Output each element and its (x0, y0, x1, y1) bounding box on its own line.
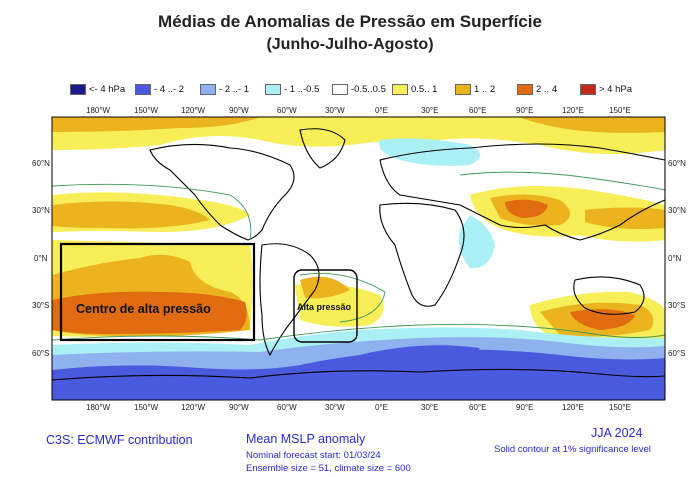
lon-label: 120°W (181, 403, 206, 412)
antarctica-coast (52, 368, 665, 381)
lon-label: 180°W (86, 106, 111, 115)
lon-label: 30°E (421, 106, 439, 115)
lon-label: 120°E (562, 106, 584, 115)
lon-label: 0°E (375, 106, 388, 115)
lat-label: 60°N (668, 159, 686, 168)
lon-label: 150°E (609, 106, 631, 115)
product-name: Mean MSLP anomaly (246, 432, 366, 446)
lon-label: 30°W (325, 403, 345, 412)
contour-line (52, 183, 252, 241)
lat-label: 30°S (668, 301, 686, 310)
lon-label: 180°W (86, 403, 111, 412)
greenland-coast (299, 128, 346, 169)
legend-item: > 4 hPa (580, 82, 632, 96)
contribution-text: C3S: ECMWF contribution (46, 433, 193, 447)
lon-label: 60°E (469, 403, 487, 412)
anomaly-region (520, 117, 665, 133)
lon-label: 150°E (609, 403, 631, 412)
map-subtitle: (Junho-Julho-Agosto) (266, 36, 434, 53)
legend-label: <- 4 hPa (89, 83, 126, 95)
forecast-start: Nominal forecast start: 01/03/24 (246, 450, 381, 461)
legend-label: - 1 ..-0.5 (284, 83, 320, 95)
lon-label: 90°E (516, 403, 534, 412)
legend-label: > 4 hPa (599, 83, 633, 95)
anomaly-region (52, 291, 247, 334)
legend-swatch (392, 83, 408, 95)
significance-contours (52, 171, 665, 341)
south-america-coast (259, 243, 320, 357)
legend-label: 2 .. 4 (536, 83, 558, 95)
map-title: Médias de Anomalias de Pressão em Superf… (158, 12, 542, 31)
anomaly-region (379, 138, 480, 166)
lon-label: 0°E (375, 403, 388, 412)
lon-label: 60°W (277, 106, 297, 115)
australia-coast (573, 276, 645, 315)
legend-label: - 2 ..- 1 (219, 83, 250, 95)
anomaly-region (52, 201, 210, 229)
legend-item: - 2 ..- 1 (200, 82, 249, 96)
lon-label: 90°E (516, 106, 534, 115)
lat-label: 30°S (32, 301, 50, 310)
legend-item: -0.5..0.5 (332, 82, 386, 96)
legend-swatch (332, 83, 348, 95)
anomaly-region (505, 199, 548, 218)
coastlines (52, 128, 665, 381)
legend-item: - 4 ..- 2 (135, 82, 184, 96)
map-frame (51, 116, 666, 401)
lat-label: 0°N (34, 254, 48, 263)
legend-item: 2 .. 4 (517, 82, 557, 96)
lat-label: 0°N (668, 254, 682, 263)
north-america-coast (149, 143, 295, 241)
legend-swatch (200, 83, 216, 95)
lat-label: 30°N (32, 206, 50, 215)
legend-swatch (455, 83, 471, 95)
significance-note: Solid contour at 1% significance level (494, 444, 651, 455)
africa-coast (379, 202, 465, 307)
anomaly-region (458, 215, 495, 269)
atlantic-high-label: Alta pressão (297, 302, 352, 312)
lon-label: 150°W (134, 403, 159, 412)
atlantic-high-box (293, 269, 358, 343)
lat-label: 60°N (32, 159, 50, 168)
lon-label: 90°W (229, 403, 249, 412)
lon-label: 90°W (229, 106, 249, 115)
lon-label: 120°W (181, 106, 206, 115)
lon-label: 150°W (134, 106, 159, 115)
season-label: JJA 2024 (591, 426, 643, 440)
legend-item: 0.5.. 1 (392, 82, 437, 96)
lat-label: 60°S (32, 349, 50, 358)
anomaly-region (360, 345, 480, 368)
lat-label: 30°N (668, 206, 686, 215)
lon-label: 30°E (421, 403, 439, 412)
legend-item: - 1 ..-0.5 (265, 82, 319, 96)
contour-line (52, 323, 665, 341)
lat-label: 60°S (668, 349, 686, 358)
legend-label: 0.5.. 1 (411, 83, 438, 95)
contour-line (459, 171, 665, 191)
contour-line (299, 272, 386, 323)
legend-label: 1 .. 2 (474, 83, 496, 95)
lon-label: 120°E (562, 403, 584, 412)
lon-label: 30°W (325, 106, 345, 115)
lon-label: 60°W (277, 403, 297, 412)
anomaly-fields (52, 117, 665, 400)
legend-swatch (517, 83, 533, 95)
lon-label: 60°E (469, 106, 487, 115)
ensemble-size: Ensemble size = 51, climate size = 600 (246, 463, 411, 474)
legend-item: <- 4 hPa (70, 82, 125, 96)
anomaly-region (585, 207, 665, 230)
legend-swatch (135, 83, 151, 95)
legend-swatch (265, 83, 281, 95)
legend-item: 1 .. 2 (455, 82, 495, 96)
anomaly-region (52, 117, 260, 132)
legend-swatch (70, 83, 86, 95)
pacific-high-box (59, 242, 256, 342)
pacific-high-label: Centro de alta pressão (76, 302, 211, 316)
legend-swatch (580, 83, 596, 95)
legend-label: -0.5..0.5 (351, 83, 386, 95)
legend-label: - 4 ..- 2 (154, 83, 185, 95)
eurasia-coast (379, 143, 665, 241)
anomaly-region (52, 349, 665, 400)
